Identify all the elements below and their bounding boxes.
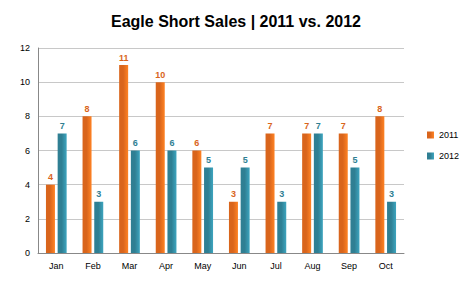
svg-text:6: 6 [25, 146, 30, 156]
svg-text:4: 4 [48, 172, 53, 182]
svg-text:Apr: Apr [159, 261, 173, 271]
svg-text:Oct: Oct [379, 261, 394, 271]
svg-text:3: 3 [96, 189, 101, 199]
svg-text:8: 8 [25, 111, 30, 121]
svg-text:Aug: Aug [304, 261, 320, 271]
svg-text:11: 11 [119, 53, 129, 63]
svg-text:Feb: Feb [85, 261, 101, 271]
svg-text:7: 7 [268, 121, 273, 131]
svg-text:May: May [194, 261, 212, 271]
svg-text:7: 7 [304, 121, 309, 131]
svg-text:0: 0 [25, 248, 30, 258]
svg-text:2: 2 [25, 214, 30, 224]
svg-text:4: 4 [25, 180, 30, 190]
svg-text:6: 6 [133, 138, 138, 148]
svg-text:Jun: Jun [232, 261, 247, 271]
svg-text:5: 5 [352, 155, 357, 165]
svg-text:Sep: Sep [341, 261, 357, 271]
svg-text:5: 5 [243, 155, 248, 165]
svg-text:3: 3 [389, 189, 394, 199]
svg-text:10: 10 [155, 70, 165, 80]
svg-text:8: 8 [85, 104, 90, 114]
svg-text:6: 6 [194, 138, 199, 148]
svg-text:Jan: Jan [49, 261, 64, 271]
svg-text:5: 5 [206, 155, 211, 165]
svg-text:3: 3 [279, 189, 284, 199]
svg-text:Eagle Short Sales | 2011 vs. 2: Eagle Short Sales | 2011 vs. 2012 [111, 13, 361, 30]
svg-text:Mar: Mar [122, 261, 138, 271]
svg-text:7: 7 [60, 121, 65, 131]
svg-text:7: 7 [341, 121, 346, 131]
svg-text:3: 3 [231, 189, 236, 199]
svg-text:6: 6 [169, 138, 174, 148]
svg-text:10: 10 [20, 77, 30, 87]
svg-text:Jul: Jul [270, 261, 282, 271]
svg-text:8: 8 [377, 104, 382, 114]
svg-text:2012: 2012 [439, 151, 459, 161]
svg-text:2011: 2011 [439, 130, 458, 140]
svg-text:7: 7 [316, 121, 321, 131]
svg-text:12: 12 [20, 43, 30, 53]
